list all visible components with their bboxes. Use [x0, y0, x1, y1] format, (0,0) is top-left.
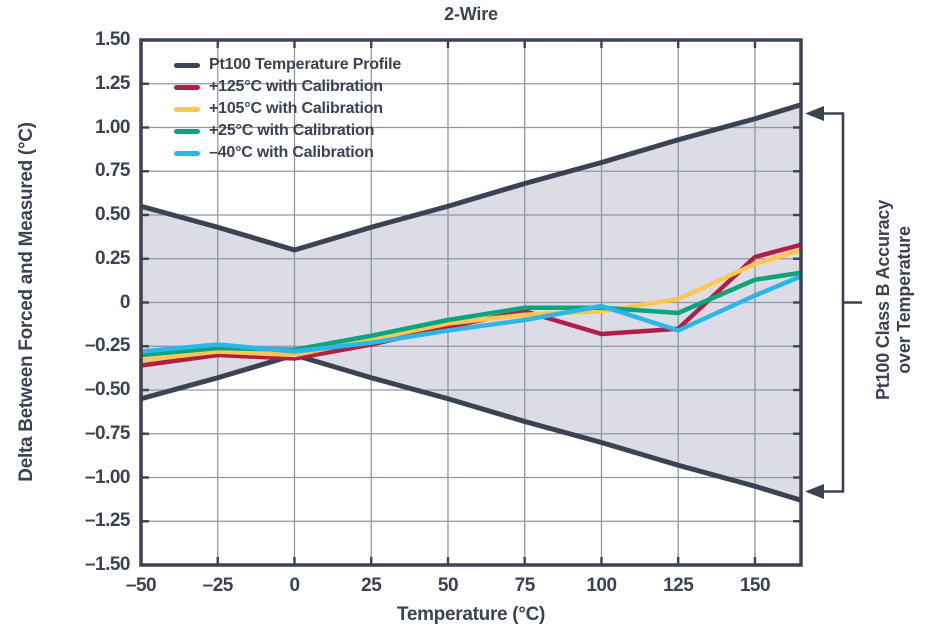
y-tick-label: 0.25 [95, 247, 130, 269]
legend-swatch-icon [174, 62, 200, 68]
legend-item: +105°C with Calibration [174, 98, 401, 120]
chart-title: 2-Wire [444, 4, 498, 24]
legend-label: +105°C with Calibration [209, 100, 383, 117]
x-tick-label: 125 [663, 575, 694, 596]
series-line-+105-c-with-calibration [140, 247, 802, 363]
legend-item: –40°C with Calibration [174, 142, 401, 164]
arrow-left-icon [805, 106, 824, 121]
y-axis-title: Delta Between Forced and Measured (°C) [16, 122, 37, 482]
annotation-bracket [823, 112, 845, 493]
legend-label: +125°C with Calibration [209, 78, 383, 95]
x-tick-label: 25 [361, 575, 382, 596]
legend-item: +25°C with Calibration [174, 120, 401, 142]
y-tick-label: –0.75 [84, 422, 131, 444]
x-axis-title: Temperature (°C) [396, 604, 546, 625]
legend-swatch-icon [174, 106, 200, 112]
y-tick-label: 1.25 [95, 72, 130, 94]
legend-label: –40°C with Calibration [209, 144, 374, 161]
x-tick-label: 0 [289, 575, 300, 596]
x-tick-label: 75 [514, 575, 536, 596]
legend-label: Pt100 Temperature Profile [209, 56, 402, 73]
y-tick-label: –1.50 [84, 554, 131, 575]
y-tick-label: –0.50 [84, 379, 131, 400]
legend-swatch-icon [174, 150, 200, 156]
series-line-pt100-temperature-profile-upper-limit- [140, 102, 802, 253]
legend-item: +125°C with Calibration [174, 76, 401, 98]
series-line--40-c-with-calibration [140, 274, 802, 354]
y-tick-label: 1.50 [95, 29, 130, 50]
x-tick-label: –25 [202, 575, 234, 596]
y-tick-label: 0.50 [95, 204, 130, 225]
x-tick-label: –50 [125, 575, 157, 596]
legend: Pt100 Temperature Profile +125°C with Cal… [174, 54, 401, 164]
arrow-left-icon [805, 484, 824, 499]
x-tick-label: 100 [586, 575, 617, 596]
y-tick-label: –1.25 [84, 510, 131, 532]
legend-label: +25°C with Calibration [209, 122, 375, 139]
legend-swatch-icon [174, 84, 200, 90]
annotation-line-1: Pt100 Class B Accuracy [873, 199, 893, 401]
annotation-line-2: over Temperature [894, 226, 914, 374]
y-tick-label: –0.25 [84, 335, 131, 357]
y-tick-label: 0.75 [95, 160, 130, 182]
y-tick-label: –1.00 [84, 466, 131, 488]
legend-swatch-icon [174, 128, 200, 134]
classb-annotation-label: Pt100 Class B Accuracy over Temperature [873, 200, 915, 400]
legend-item: Pt100 Temperature Profile [174, 54, 401, 76]
x-tick-label: 150 [739, 575, 771, 596]
y-tick-label: 1.00 [95, 116, 130, 138]
y-tick-label: 0 [119, 291, 131, 313]
x-tick-label: 50 [437, 575, 459, 596]
plot-frame [139, 38, 803, 567]
series-line-pt100-temperature-profile-lower-limit- [140, 352, 802, 503]
